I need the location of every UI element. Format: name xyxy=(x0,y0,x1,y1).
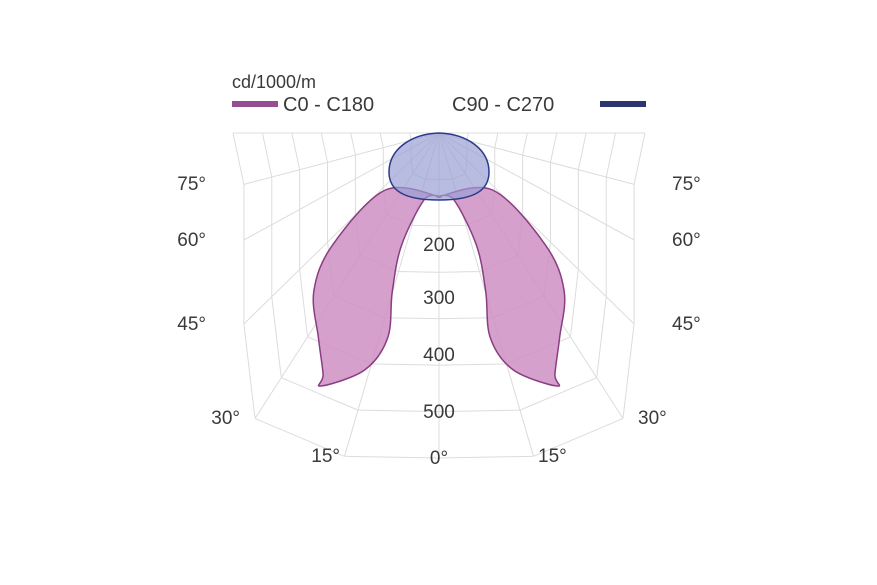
svg-text:cd/1000/m: cd/1000/m xyxy=(232,72,316,92)
svg-text:45°: 45° xyxy=(672,314,701,335)
svg-text:200: 200 xyxy=(423,235,455,256)
svg-text:0°: 0° xyxy=(430,448,448,469)
svg-text:30°: 30° xyxy=(211,408,240,429)
svg-text:60°: 60° xyxy=(177,230,206,251)
svg-text:C0 - C180: C0 - C180 xyxy=(283,94,374,116)
svg-text:300: 300 xyxy=(423,288,455,309)
svg-text:500: 500 xyxy=(423,402,455,423)
svg-text:15°: 15° xyxy=(538,446,567,467)
svg-text:400: 400 xyxy=(423,345,455,366)
svg-text:60°: 60° xyxy=(672,230,701,251)
svg-text:15°: 15° xyxy=(311,446,340,467)
svg-text:75°: 75° xyxy=(672,174,701,195)
svg-text:30°: 30° xyxy=(638,408,667,429)
svg-text:C90 - C270: C90 - C270 xyxy=(452,94,554,116)
svg-text:45°: 45° xyxy=(177,314,206,335)
svg-text:75°: 75° xyxy=(177,174,206,195)
